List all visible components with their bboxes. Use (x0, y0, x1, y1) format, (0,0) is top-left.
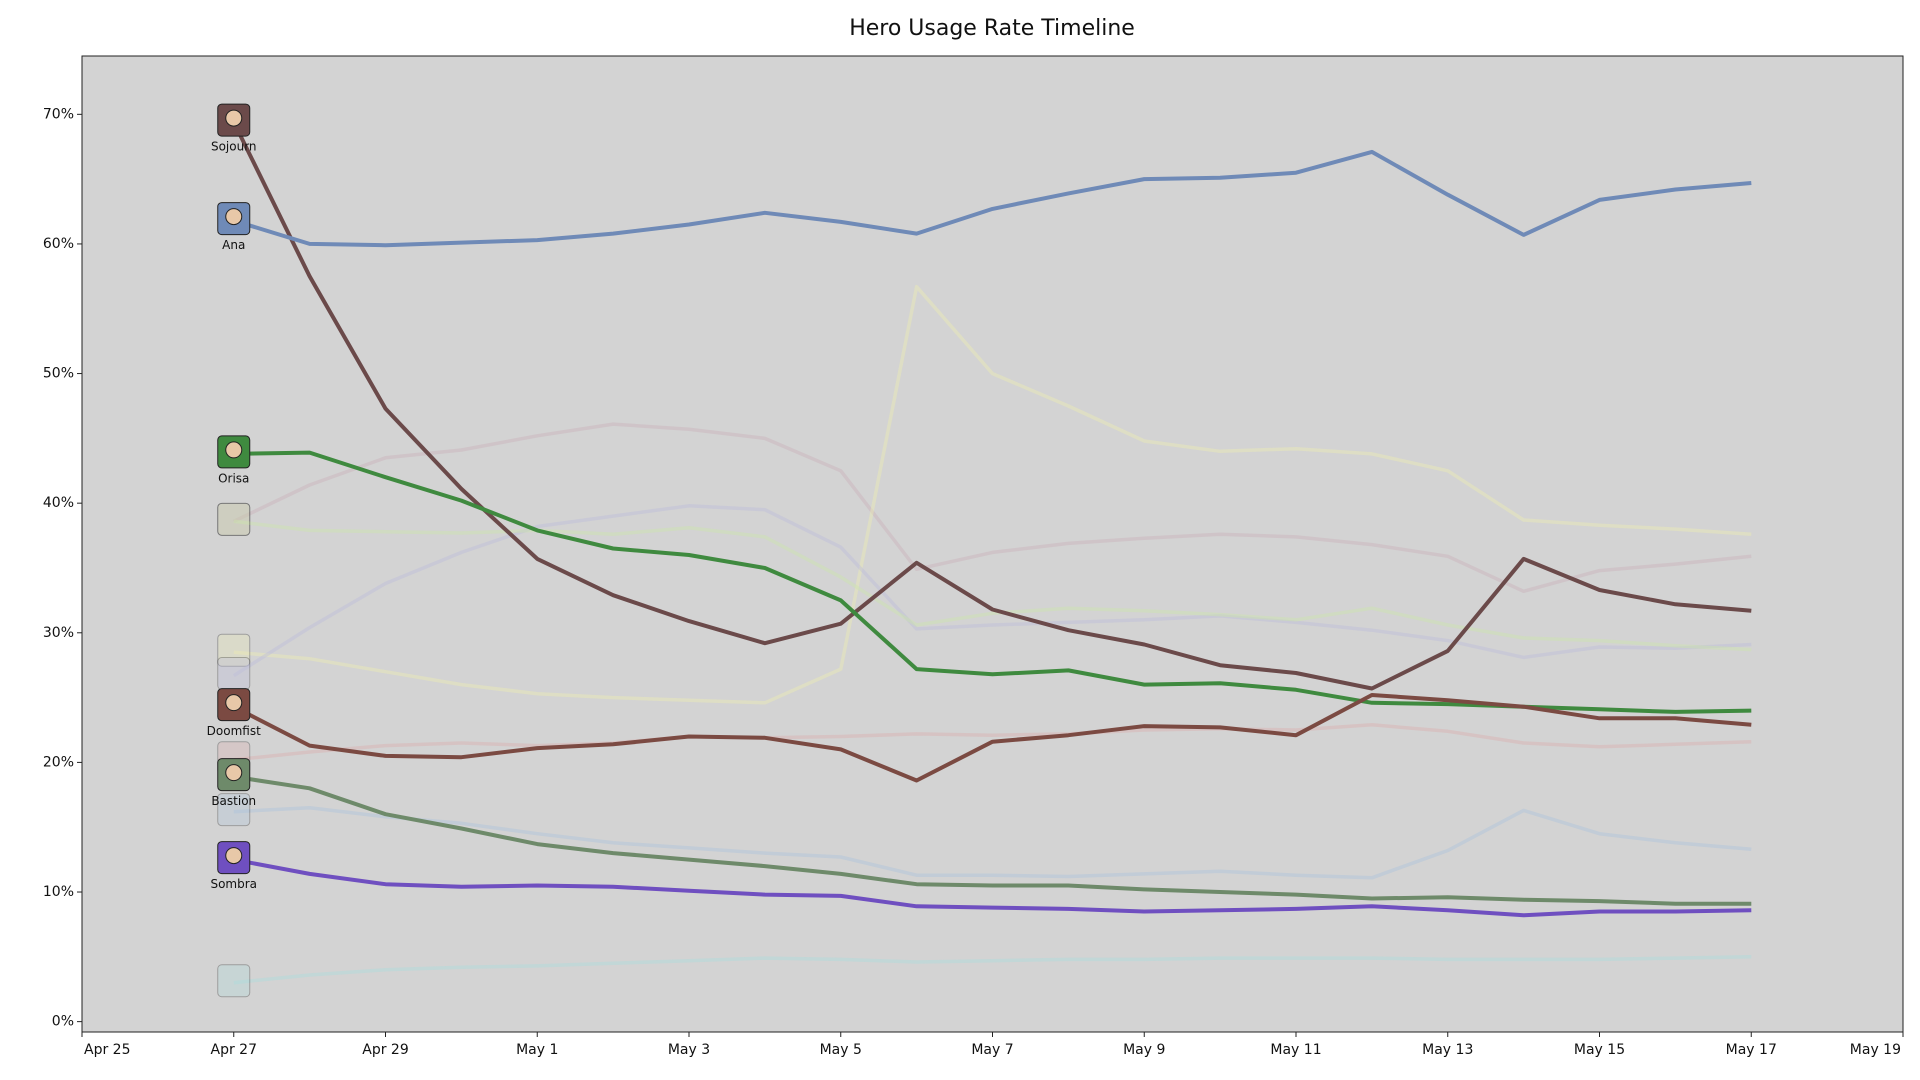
y-tick-label: 0% (52, 1014, 74, 1030)
series-line (233, 149, 1752, 248)
faded-hero-icon (217, 633, 251, 667)
faded-hero-icon (217, 502, 251, 536)
hero-icon-face (225, 441, 243, 459)
y-tick-label: 20% (43, 754, 74, 770)
faded-hero-icon (217, 793, 251, 827)
plot-area (81, 55, 1904, 1033)
x-tick-label: May 9 (1123, 1042, 1165, 1058)
x-tick-label: Apr 25 (84, 1042, 130, 1058)
faded-series-line (233, 723, 1752, 762)
y-tick-label: 70% (43, 106, 74, 122)
faded-series-line (233, 284, 1752, 705)
x-tick-label: May 5 (820, 1042, 862, 1058)
icon-label: Sojourn (211, 140, 257, 154)
y-tick-label: 30% (43, 625, 74, 641)
faded-series-line (233, 806, 1752, 880)
icon-label: Sombra (210, 877, 257, 891)
x-tick-label: Apr 29 (362, 1042, 408, 1058)
series-line (232, 693, 1752, 783)
hero-icon-face (225, 694, 243, 712)
y-tick-label: 50% (43, 366, 74, 382)
faded-series-line (233, 955, 1752, 985)
x-tick-label: May 11 (1270, 1042, 1321, 1058)
x-tick-label: Apr 27 (211, 1042, 257, 1058)
x-tick-label: May 7 (971, 1042, 1013, 1058)
x-tick-label: May 17 (1726, 1042, 1777, 1058)
icon-label: Ana (222, 238, 245, 252)
faded-hero-icon (217, 502, 251, 536)
x-tick-label: May 13 (1422, 1042, 1473, 1058)
icon-label: Orisa (218, 471, 249, 485)
chart-title: Hero Usage Rate Timeline (849, 16, 1135, 41)
icon-label: Bastion (211, 794, 256, 808)
y-tick-label: 40% (43, 495, 74, 511)
x-tick-label: May 19 (1850, 1042, 1901, 1058)
series-line (233, 857, 1752, 918)
faded-series-line (233, 519, 1752, 652)
series-line (233, 774, 1752, 906)
hero-icon-face (225, 847, 243, 865)
faded-hero-icon (217, 964, 251, 998)
x-tick-label: May 1 (516, 1042, 558, 1058)
hero-icon-face (225, 764, 243, 782)
icon-label: Doomfist (207, 724, 261, 738)
y-tick-label: 60% (43, 236, 74, 252)
hero-icon-face (225, 208, 243, 226)
faded-series-line (232, 504, 1752, 678)
x-tick-label: May 15 (1574, 1042, 1625, 1058)
faded-hero-icon (217, 657, 251, 691)
x-tick-label: May 3 (668, 1042, 710, 1058)
faded-series-line (233, 422, 1752, 594)
y-tick-label: 10% (43, 884, 74, 900)
hero-icon-face (225, 109, 243, 127)
